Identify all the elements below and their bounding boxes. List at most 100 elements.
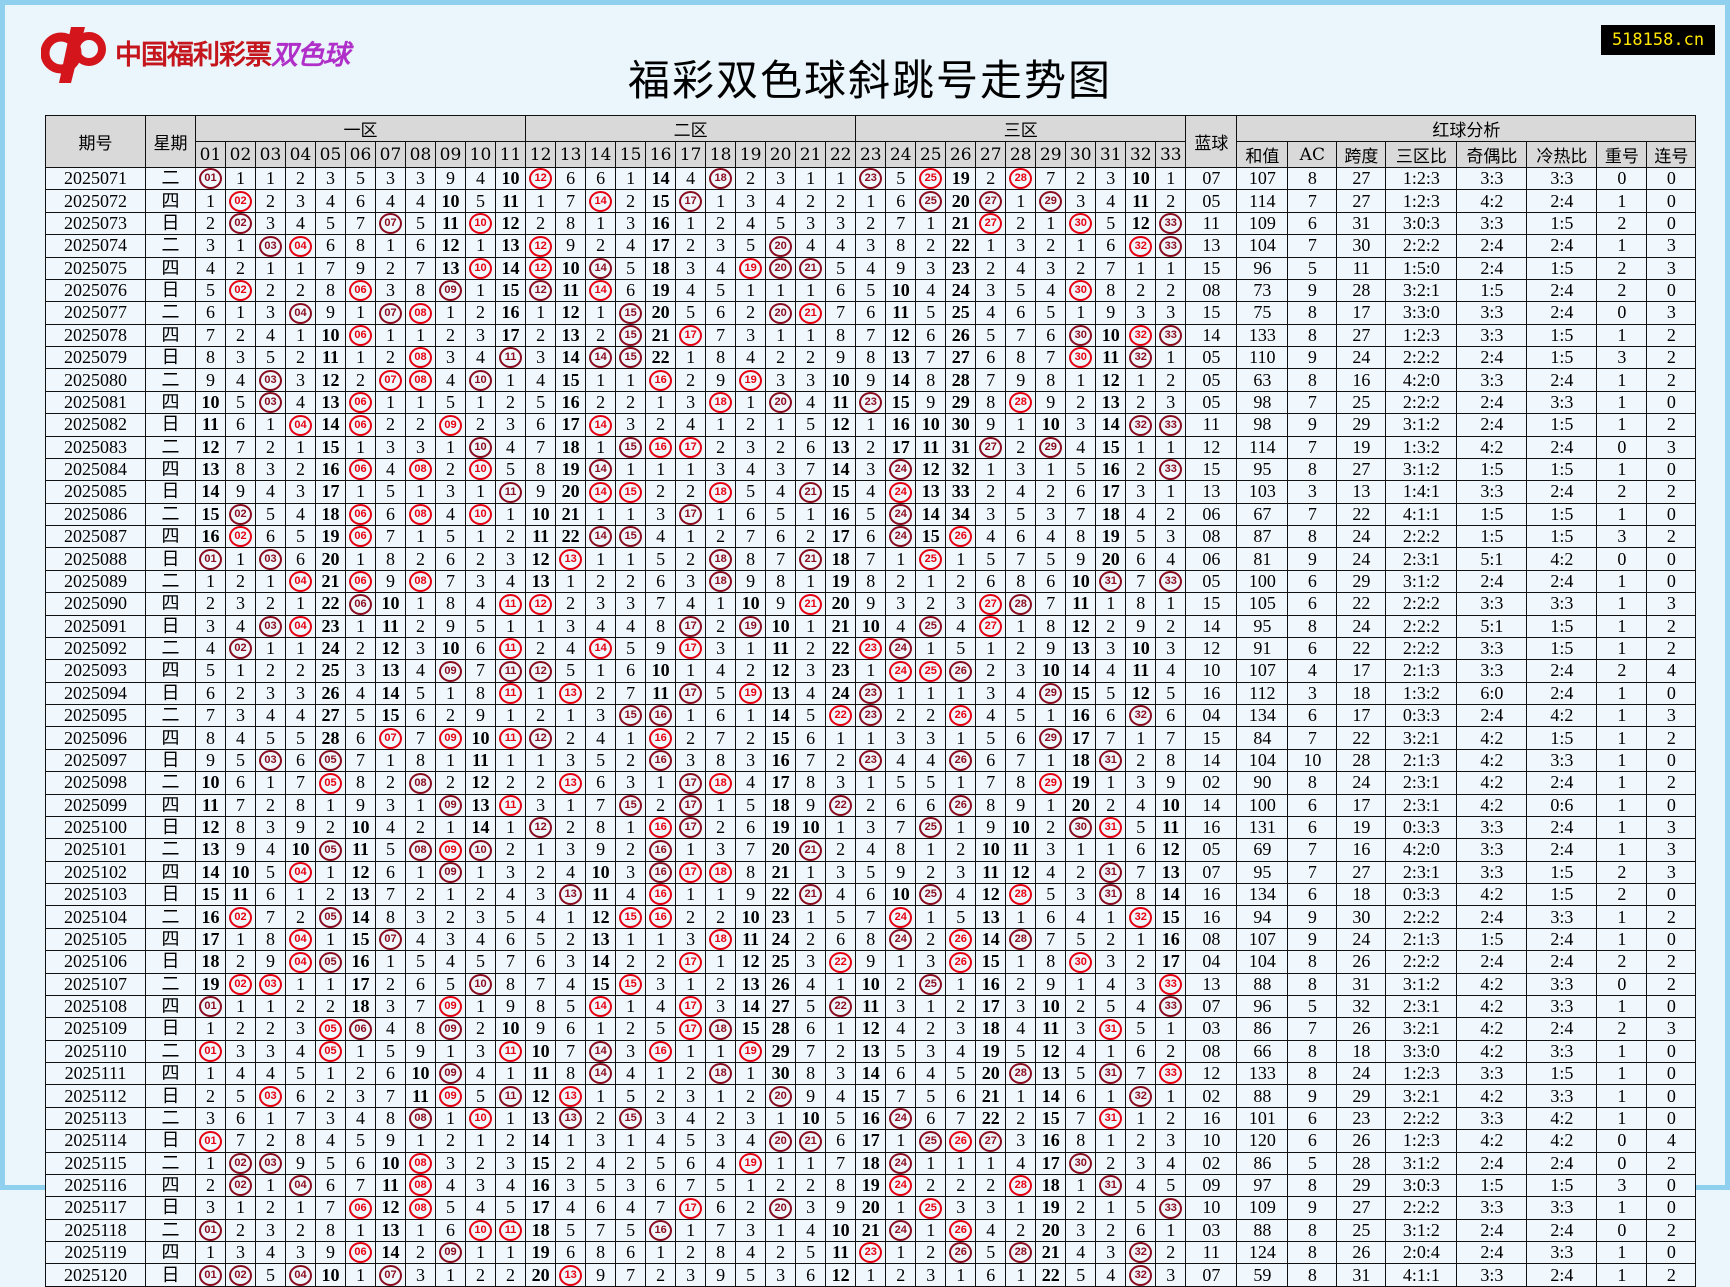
omission-cell: 3 bbox=[795, 659, 827, 683]
dark-red-ball: 07 bbox=[379, 302, 402, 324]
omission-cell: 6 bbox=[1005, 726, 1037, 750]
omission-cell: 8 bbox=[825, 323, 857, 348]
odd-even-ratio-cell: 4:2 bbox=[1456, 793, 1528, 817]
omission-cell: 1 bbox=[585, 659, 617, 683]
omission-cell: 1 bbox=[195, 1151, 226, 1175]
red-ball: 25 bbox=[919, 1197, 943, 1219]
omission-cell: 3 bbox=[555, 1173, 587, 1198]
omission-cell: 8 bbox=[465, 681, 496, 706]
omission-cell: 1 bbox=[825, 815, 857, 840]
omission-cell: 1 bbox=[585, 435, 617, 459]
ball-cell: 11 bbox=[494, 681, 527, 706]
ac-cell: 3 bbox=[1287, 681, 1338, 706]
ball-cell: 12 bbox=[525, 166, 557, 191]
omission-cell: 3 bbox=[285, 189, 316, 213]
site-badge[interactable]: 518158.cn bbox=[1601, 25, 1715, 55]
omission-cell: 4 bbox=[345, 681, 376, 706]
brand-name: 中国福利彩票双色球 bbox=[115, 40, 350, 71]
omission-cell: 7 bbox=[1125, 1061, 1157, 1086]
ball-cell: 33 bbox=[1155, 413, 1187, 437]
omission-cell: 4 bbox=[705, 256, 737, 280]
omission-cell: 10 bbox=[1065, 569, 1097, 594]
omission-cell: 14 bbox=[1155, 882, 1187, 907]
header-issue: 期号 bbox=[45, 115, 146, 168]
omission-cell: 7 bbox=[705, 323, 737, 348]
red-ball: 17 bbox=[679, 325, 703, 346]
omission-cell: 2 bbox=[975, 166, 1007, 191]
omission-cell: 1 bbox=[645, 771, 677, 795]
ball-cell: 21 bbox=[795, 882, 827, 907]
omission-cell: 30 bbox=[945, 413, 977, 437]
omission-cell: 18 bbox=[855, 1151, 887, 1175]
ball-cell: 04 bbox=[285, 569, 316, 594]
omission-cell: 5 bbox=[735, 480, 767, 504]
red-ball: 15 bbox=[619, 481, 643, 503]
omission-cell: 1 bbox=[465, 1240, 496, 1265]
issue-cell: 2025073 bbox=[45, 211, 146, 236]
dark-red-ball: 33 bbox=[1159, 414, 1183, 435]
omission-cell: 6 bbox=[735, 815, 767, 840]
dark-red-ball: 32 bbox=[1129, 705, 1153, 726]
red-ball: 17 bbox=[679, 437, 703, 458]
omission-cell: 12 bbox=[195, 815, 226, 840]
zone-ratio-cell: 3:3:0 bbox=[1385, 301, 1458, 325]
table-row: 2025099 四 11 7 2 8 1 9 3 1 09 13 11 3 1 7 15 2 17 1 5 18 9 22 2 6… bbox=[45, 793, 1697, 817]
omission-cell: 4 bbox=[225, 614, 256, 638]
omission-cell: 1 bbox=[285, 592, 316, 616]
omission-cell: 6 bbox=[1035, 569, 1067, 594]
omission-cell: 4 bbox=[975, 524, 1007, 549]
hot-cold-ratio-cell: 3:3 bbox=[1526, 748, 1598, 773]
omission-cell: 14 bbox=[735, 994, 767, 1019]
consecutive-count-cell: 2 bbox=[1646, 323, 1697, 348]
ball-cell: 24 bbox=[885, 659, 917, 683]
ac-cell: 9 bbox=[1287, 278, 1338, 303]
red-ball: 08 bbox=[409, 302, 432, 324]
table-row: 2025117 日 3 1 2 1 7 06 12 08 5 4 5 17 4 6 4 7 17 6 2 20 3 9 20 1 2… bbox=[45, 1196, 1697, 1220]
consecutive-count-cell: 0 bbox=[1646, 569, 1697, 594]
omission-cell: 6 bbox=[975, 748, 1007, 773]
omission-cell: 19 bbox=[195, 972, 226, 996]
sum-cell: 120 bbox=[1236, 1129, 1289, 1153]
table-row: 2025103 日 15 11 6 1 2 13 7 2 1 2 4 3 13 11 4 16 1 1 9 22 21 4 6 1… bbox=[45, 882, 1697, 907]
omission-cell: 2 bbox=[494, 524, 527, 549]
logo: 中国福利彩票双色球 bbox=[41, 23, 381, 85]
consecutive-count-cell: 3 bbox=[1646, 860, 1697, 885]
omission-cell: 9 bbox=[494, 994, 527, 1019]
omission-cell: 1 bbox=[255, 569, 286, 594]
omission-cell: 2 bbox=[945, 569, 977, 594]
span-cell: 24 bbox=[1336, 547, 1387, 571]
consecutive-count-cell: 2 bbox=[1646, 636, 1697, 661]
omission-cell: 1 bbox=[705, 1084, 737, 1108]
zone-ratio-cell: 2:3:1 bbox=[1385, 547, 1458, 571]
odd-even-ratio-cell: 1:5 bbox=[1456, 278, 1528, 303]
omission-cell: 2 bbox=[1155, 1240, 1187, 1265]
omission-cell: 19 bbox=[975, 1039, 1007, 1064]
omission-cell: 5 bbox=[855, 278, 887, 303]
omission-cell: 11 bbox=[585, 882, 617, 907]
omission-cell: 9 bbox=[735, 569, 767, 594]
ball-cell: 17 bbox=[675, 815, 707, 840]
consecutive-count-cell: 3 bbox=[1646, 703, 1697, 728]
ac-cell: 8 bbox=[1287, 368, 1338, 392]
omission-cell: 2 bbox=[375, 771, 406, 795]
ball-cell: 25 bbox=[915, 815, 947, 840]
sum-cell: 101 bbox=[1236, 1106, 1289, 1131]
omission-cell: 13 bbox=[555, 323, 587, 348]
ball-cell: 05 bbox=[315, 771, 346, 795]
ball-cell: 05 bbox=[315, 905, 346, 929]
omission-cell: 7 bbox=[525, 972, 557, 996]
omission-cell: 5 bbox=[285, 1061, 316, 1086]
sum-cell: 95 bbox=[1236, 860, 1289, 885]
hot-cold-ratio-cell: 1:5 bbox=[1526, 1173, 1598, 1198]
zone-ratio-cell: 2:1:3 bbox=[1385, 927, 1458, 952]
red-ball: 24 bbox=[889, 906, 913, 928]
omission-cell: 1 bbox=[735, 390, 767, 415]
zone-ratio-cell: 3:3:0 bbox=[1385, 1039, 1458, 1064]
table-row: 2025098 二 10 6 1 7 05 8 2 08 2 12 2 2 13 6 3 1 17 18 4 17 8 3 1 5… bbox=[45, 771, 1697, 795]
ball-cell: 14 bbox=[585, 1039, 617, 1064]
omission-cell: 3 bbox=[1095, 166, 1127, 191]
omission-cell: 2 bbox=[1155, 189, 1187, 213]
red-ball: 04 bbox=[289, 929, 312, 950]
issue-cell: 2025107 bbox=[45, 972, 146, 996]
omission-cell: 2 bbox=[315, 1084, 346, 1108]
